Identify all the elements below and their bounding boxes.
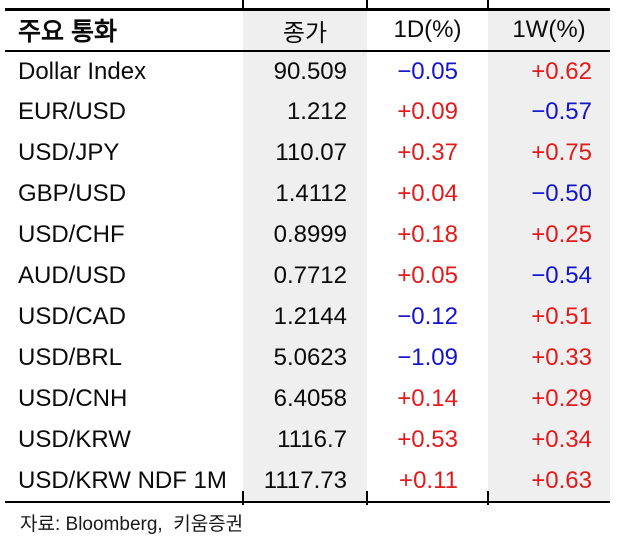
table-row: AUD/USD 0.7712 +0.05 −0.54 — [5, 255, 610, 297]
close-value: 1.2144 — [243, 296, 367, 338]
change-1d: +0.05 — [397, 262, 458, 289]
header-row: 주요 통화 종가 1D(%) 1W(%) — [5, 9, 610, 52]
currency-table: 주요 통화 종가 1D(%) 1W(%) Dollar Index 90.509… — [5, 8, 610, 503]
currency-name: AUD/USD — [18, 262, 127, 289]
currency-name: USD/JPY — [18, 139, 120, 166]
close-value: 5.0623 — [243, 337, 367, 379]
table-row: EUR/USD 1.212 +0.09 −0.57 — [5, 91, 610, 133]
change-1d: +0.53 — [397, 426, 458, 453]
column-boundary-tick — [487, 0, 489, 9]
change-1d: +0.04 — [397, 180, 458, 207]
close-value: 90.509 — [243, 50, 367, 92]
change-1w: +0.62 — [488, 50, 610, 92]
close-value: 1.212 — [243, 91, 367, 133]
change-1w: +0.34 — [488, 419, 610, 461]
change-1w: −0.50 — [488, 173, 610, 215]
column-boundary-tick — [366, 0, 368, 9]
change-1d: −1.09 — [397, 344, 458, 371]
change-1w: −0.54 — [488, 255, 610, 297]
change-1w: +0.75 — [488, 132, 610, 174]
currency-name: USD/KRW — [18, 426, 131, 453]
currency-name: GBP/USD — [18, 180, 127, 207]
close-value: 110.07 — [243, 132, 367, 174]
change-1w: +0.51 — [488, 296, 610, 338]
col-header-1d: 1D(%) — [367, 9, 488, 52]
col-header-currency: 주요 통화 — [5, 9, 243, 52]
close-value: 0.7712 — [243, 255, 367, 297]
table-row: USD/CAD 1.2144 −0.12 +0.51 — [5, 296, 610, 338]
table-row: Dollar Index 90.509 −0.05 +0.62 — [5, 50, 610, 92]
currency-name: Dollar Index — [18, 57, 147, 85]
change-1w: +0.63 — [488, 460, 610, 502]
currency-name: USD/CNH — [18, 385, 128, 412]
table-row: USD/BRL 5.0623 −1.09 +0.33 — [5, 337, 610, 379]
source-note: 자료: Bloomberg, 키움증권 — [20, 514, 244, 535]
change-1d: +0.09 — [397, 98, 458, 125]
table-row: USD/CNH 6.4058 +0.14 +0.29 — [5, 378, 610, 420]
change-1d: +0.14 — [397, 385, 458, 412]
change-1d: −0.05 — [397, 57, 458, 85]
close-value: 1116.7 — [243, 419, 367, 461]
column-boundary-tick — [242, 0, 244, 9]
change-1w: −0.57 — [488, 91, 610, 133]
change-1w: +0.29 — [488, 378, 610, 420]
change-1w: +0.33 — [488, 337, 610, 379]
table-row: USD/KRW 1116.7 +0.53 +0.34 — [5, 419, 610, 461]
table-row: GBP/USD 1.4112 +0.04 −0.50 — [5, 173, 610, 215]
change-1d: −0.12 — [397, 303, 458, 330]
currency-name: USD/CAD — [18, 303, 127, 330]
column-boundary-tick — [487, 491, 489, 505]
table-row: USD/JPY 110.07 +0.37 +0.75 — [5, 132, 610, 174]
change-1d: +0.18 — [397, 221, 458, 248]
currency-name: USD/CHF — [18, 221, 125, 248]
col-header-1w: 1W(%) — [488, 9, 610, 52]
table-row: USD/KRW NDF 1M 1117.73 +0.11 +0.63 — [5, 460, 610, 502]
change-1d: +0.11 — [399, 466, 458, 494]
currency-name: USD/BRL — [18, 344, 123, 371]
column-boundary-tick — [366, 491, 368, 505]
currency-name: EUR/USD — [18, 98, 127, 125]
close-value: 6.4058 — [243, 378, 367, 420]
currency-name: USD/KRW NDF 1M — [18, 466, 227, 494]
close-value: 1117.73 — [243, 460, 367, 502]
close-value: 1.4112 — [243, 173, 367, 215]
col-header-close: 종가 — [243, 9, 367, 52]
column-boundary-tick — [242, 491, 244, 505]
table-row: USD/CHF 0.8999 +0.18 +0.25 — [5, 214, 610, 256]
close-value: 0.8999 — [243, 214, 367, 256]
change-1d: +0.37 — [397, 139, 458, 166]
change-1w: +0.25 — [488, 214, 610, 256]
